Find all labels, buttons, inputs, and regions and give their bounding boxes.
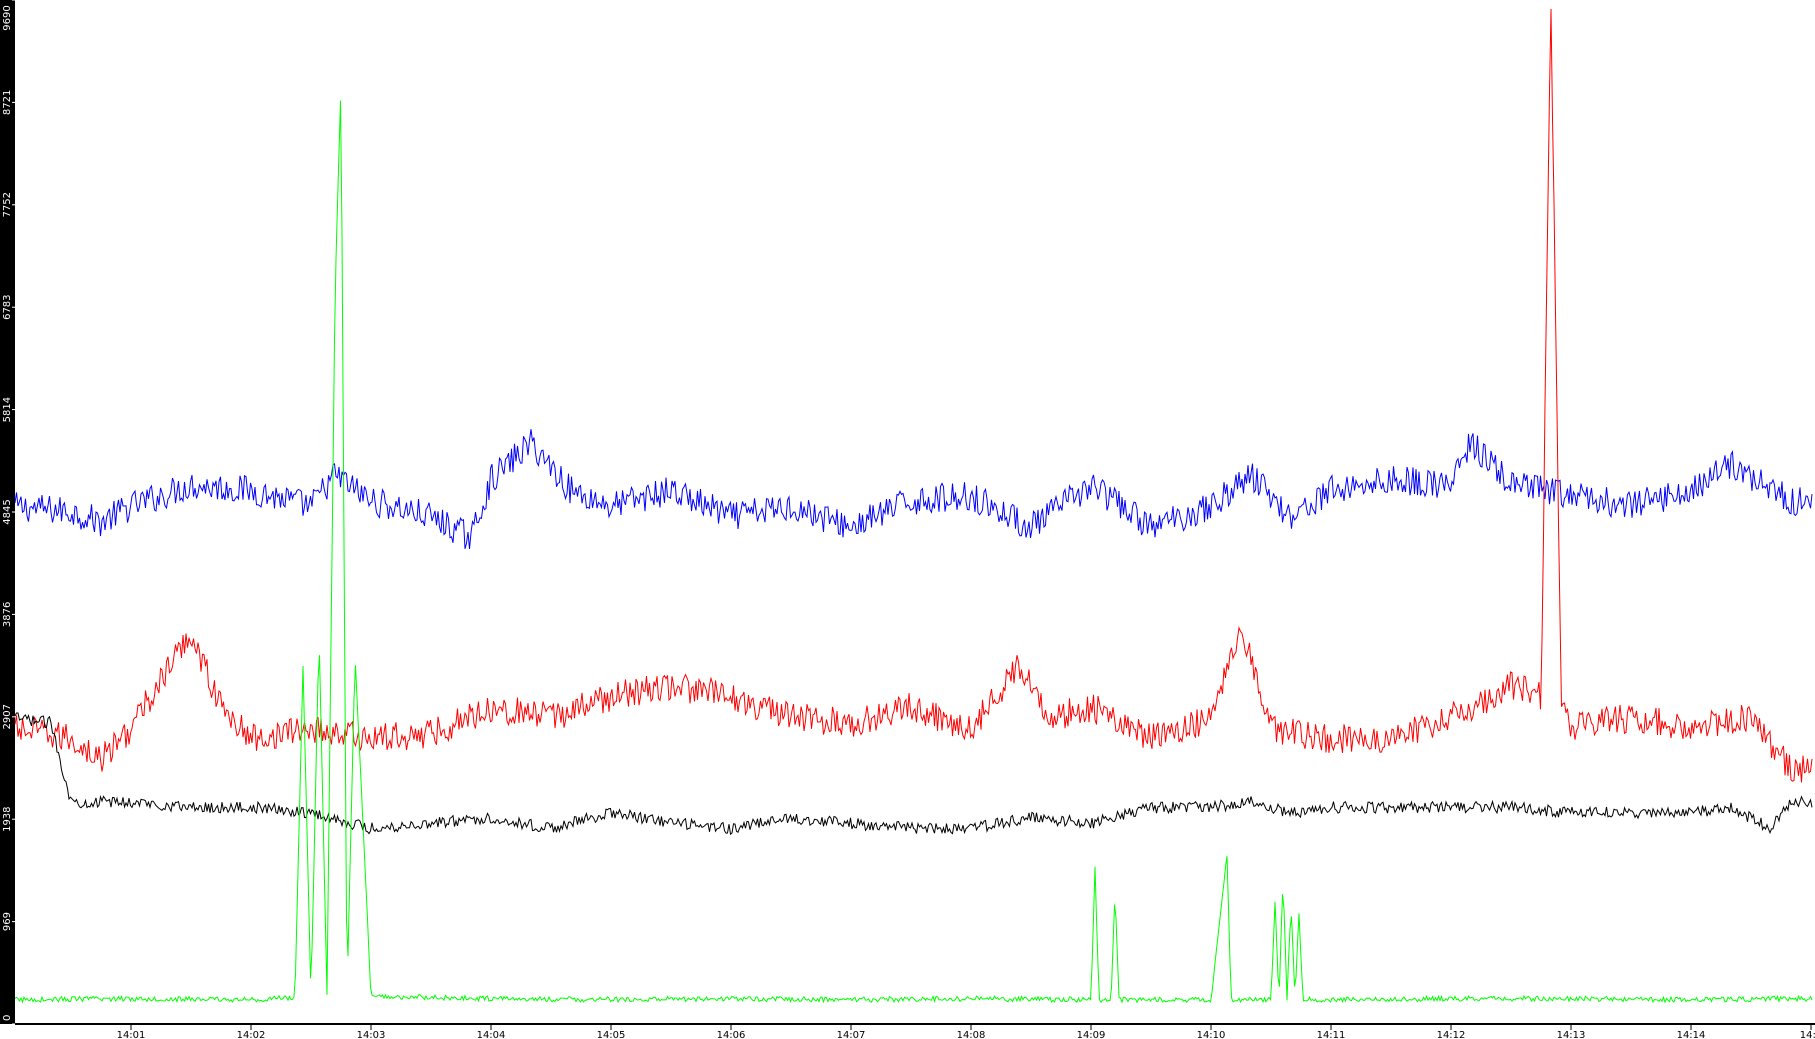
y-axis-ticks: 0 969 1938 2907 3876 4845 5814 6783 7752 8721 9690 bbox=[2, 0, 15, 1025]
x-tick-label: 14:1 bbox=[1800, 1030, 1815, 1039]
x-tick-label: 14:09 bbox=[1077, 1030, 1106, 1039]
x-tick-label: 14:12 bbox=[1437, 1030, 1466, 1039]
x-tick-label: 14:05 bbox=[597, 1030, 626, 1039]
y-tick-label: 0 bbox=[2, 1015, 13, 1021]
series-line-0 bbox=[14, 429, 1813, 550]
x-tick-label: 14:04 bbox=[477, 1030, 506, 1039]
series-line-3 bbox=[14, 100, 1813, 1004]
y-tick-label: 8721 bbox=[2, 90, 13, 115]
series-line-1 bbox=[14, 8, 1813, 783]
x-tick-label: 14:10 bbox=[1197, 1030, 1226, 1039]
y-tick-label: 6783 bbox=[2, 294, 13, 319]
x-tick-label: 14:08 bbox=[957, 1030, 986, 1039]
y-tick-label: 2907 bbox=[2, 704, 13, 729]
x-tick-label: 14:07 bbox=[837, 1030, 866, 1039]
x-axis-ticks: 14:01 14:02 14:03 14:04 14:05 14:06 14:07 14:08… bbox=[117, 1024, 1815, 1039]
x-tick-label: 14:01 bbox=[117, 1030, 146, 1039]
y-tick-label: 5814 bbox=[2, 397, 13, 422]
y-axis-bar bbox=[0, 0, 15, 1024]
x-tick-label: 14:06 bbox=[717, 1030, 746, 1039]
y-tick-label: 969 bbox=[2, 912, 13, 931]
x-tick-label: 14:14 bbox=[1677, 1030, 1706, 1039]
x-tick-label: 14:13 bbox=[1557, 1030, 1586, 1039]
x-tick-label: 14:11 bbox=[1317, 1030, 1346, 1039]
x-tick-label: 14:03 bbox=[357, 1030, 386, 1039]
y-tick-label: 3876 bbox=[2, 602, 13, 627]
series-layer bbox=[14, 8, 1813, 1004]
series-line-2 bbox=[14, 712, 1813, 836]
x-tick-label: 14:02 bbox=[237, 1030, 266, 1039]
y-tick-label: 9690 bbox=[2, 5, 13, 30]
y-tick-label: 7752 bbox=[2, 192, 13, 217]
y-tick-label: 1938 bbox=[2, 806, 13, 831]
y-tick-label: 4845 bbox=[2, 499, 13, 524]
